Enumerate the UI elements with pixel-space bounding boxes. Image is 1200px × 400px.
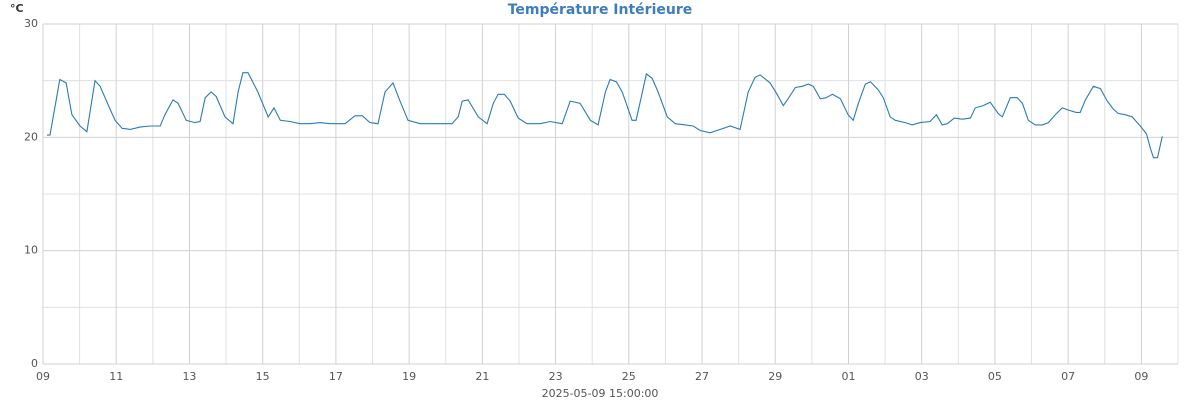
y-tick-label: 20 (24, 130, 38, 143)
x-tick-label: 09 (36, 370, 50, 383)
x-tick-label: 27 (695, 370, 709, 383)
x-tick-label: 23 (549, 370, 563, 383)
x-tick-label: 05 (988, 370, 1002, 383)
y-axis-unit: °C (10, 2, 24, 15)
y-tick-label: 0 (31, 357, 38, 370)
x-tick-label: 09 (1134, 370, 1148, 383)
x-tick-label: 25 (622, 370, 636, 383)
x-tick-label: 21 (475, 370, 489, 383)
x-tick-label: 13 (182, 370, 196, 383)
x-tick-label: 29 (768, 370, 782, 383)
x-tick-label: 17 (329, 370, 343, 383)
chart-title: Température Intérieure (508, 2, 693, 18)
x-tick-label: 15 (256, 370, 270, 383)
y-tick-label: 10 (24, 244, 38, 257)
x-axis-label: 2025-05-09 15:00:00 (542, 387, 659, 400)
x-tick-label: 01 (841, 370, 855, 383)
x-tick-label: 03 (915, 370, 929, 383)
x-tick-label: 11 (109, 370, 123, 383)
x-tick-label: 07 (1061, 370, 1075, 383)
data-line (47, 72, 1163, 159)
y-tick-label: 30 (24, 17, 38, 30)
x-tick-label: 19 (402, 370, 416, 383)
